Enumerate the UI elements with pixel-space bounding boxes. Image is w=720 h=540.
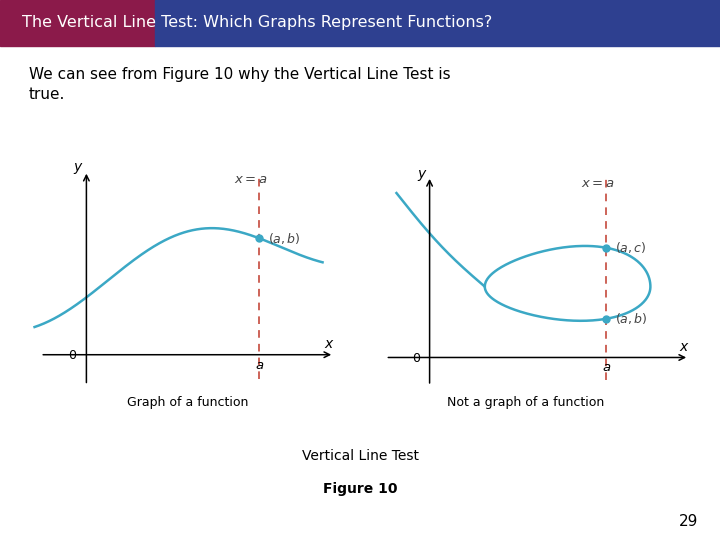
Text: We can see from Figure 10 why the Vertical Line Test is
true.: We can see from Figure 10 why the Vertic… [29,68,451,102]
Text: y: y [417,166,426,180]
Text: $(a, c)$: $(a, c)$ [615,240,646,255]
Text: Not a graph of a function: Not a graph of a function [447,396,604,409]
Text: 0: 0 [412,352,420,365]
Text: The Vertical Line Test: Which Graphs Represent Functions?: The Vertical Line Test: Which Graphs Rep… [22,16,492,30]
Text: y: y [73,160,82,174]
Text: Figure 10: Figure 10 [323,482,397,496]
Text: Vertical Line Test: Vertical Line Test [302,449,418,463]
Text: $(a, b)$: $(a, b)$ [615,312,647,326]
Text: $x = a$: $x = a$ [234,173,267,186]
Text: x: x [324,336,333,350]
Text: $(a, b)$: $(a, b)$ [268,231,300,246]
Text: Graph of a function: Graph of a function [127,396,248,409]
Text: $x = a$: $x = a$ [581,177,615,191]
Text: 0: 0 [68,349,76,362]
Text: x: x [680,340,688,354]
Text: a: a [255,359,264,372]
Text: 29: 29 [679,514,698,529]
Text: a: a [602,361,611,374]
